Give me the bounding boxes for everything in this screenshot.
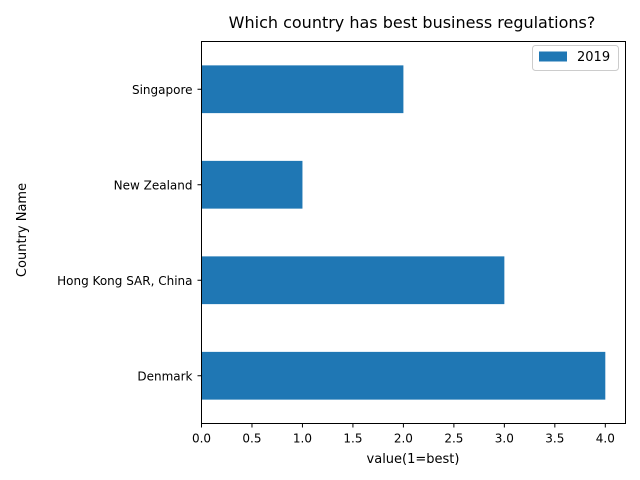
- chart-title: Which country has best business regulati…: [229, 13, 596, 32]
- x-tick-label: 4.0: [596, 432, 615, 446]
- x-tick-label: 3.5: [545, 432, 564, 446]
- legend-label: 2019: [577, 50, 610, 65]
- bar-new-zealand: [201, 160, 303, 209]
- x-axis-ticks: 0.0 0.5 1.0 1.5 2.0 2.5 3.0 3.5 4.0: [192, 423, 615, 446]
- x-tick-label: 3.0: [495, 432, 514, 446]
- y-tick-label: New Zealand: [114, 178, 193, 192]
- y-axis-label: Country Name: [15, 183, 30, 277]
- plot-frame: [201, 41, 626, 424]
- x-axis-label: value(1=best): [367, 452, 460, 467]
- bar-singapore: [201, 65, 404, 114]
- y-tick-label: Denmark: [137, 369, 192, 383]
- legend-swatch: [539, 51, 567, 62]
- x-tick-label: 1.0: [293, 432, 312, 446]
- x-tick-label: 2.5: [444, 432, 463, 446]
- y-tick-label: Singapore: [132, 83, 193, 97]
- x-tick-label: 0.0: [192, 432, 211, 446]
- legend: 2019: [532, 45, 619, 71]
- y-tick-label: Hong Kong SAR, China: [57, 274, 192, 288]
- x-tick-label: 2.0: [394, 432, 413, 446]
- bar-denmark: [201, 351, 606, 400]
- bars-group: [201, 65, 606, 400]
- bar-hong-kong-sar-china: [201, 256, 505, 305]
- y-axis-ticks: Denmark Hong Kong SAR, China New Zealand Si…: [57, 83, 202, 383]
- x-tick-label: 1.5: [343, 432, 362, 446]
- x-tick-label: 0.5: [242, 432, 261, 446]
